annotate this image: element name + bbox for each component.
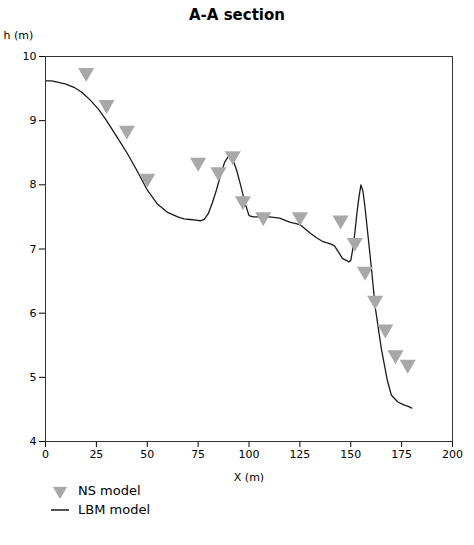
svg-text:0: 0 (42, 448, 49, 461)
svg-text:25: 25 (89, 448, 103, 461)
svg-text:200: 200 (442, 448, 463, 461)
svg-text:150: 150 (340, 448, 361, 461)
svg-text:125: 125 (289, 448, 310, 461)
html-text:NS model: NS model (78, 483, 141, 498)
html-text:LBM model: LBM model (78, 502, 150, 517)
svg-text:50: 50 (140, 448, 154, 461)
html-text:A-A section: A-A section (189, 6, 285, 24)
svg-text:6: 6 (30, 307, 37, 320)
svg-text:9: 9 (30, 114, 37, 127)
svg-text:5: 5 (30, 371, 37, 384)
svg-text:8: 8 (30, 178, 37, 191)
svg-text:100: 100 (239, 448, 260, 461)
svg-text:X (m): X (m) (234, 471, 264, 484)
svg-text:175: 175 (391, 448, 412, 461)
svg-text:7: 7 (30, 243, 37, 256)
svg-text:10: 10 (23, 50, 37, 63)
svg-text:4: 4 (30, 435, 37, 448)
svg-text:h (m): h (m) (4, 29, 34, 42)
svg-text:75: 75 (191, 448, 205, 461)
